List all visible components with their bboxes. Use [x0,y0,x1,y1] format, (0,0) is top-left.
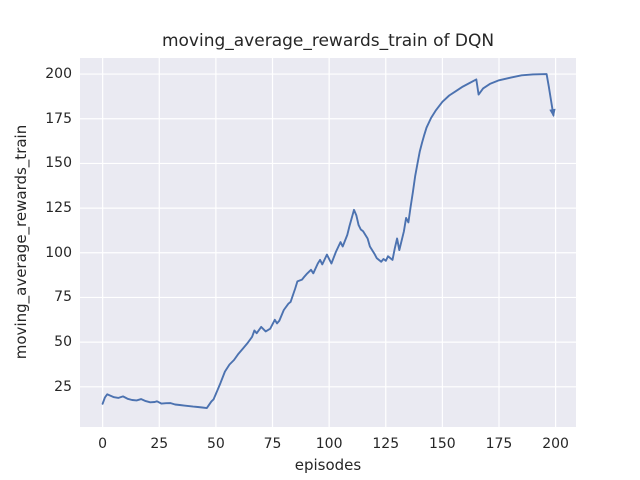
x-tick-label: 200 [542,436,569,452]
x-tick-label: 25 [150,436,169,452]
x-tick-label: 175 [485,436,513,452]
x-tick-label: 125 [372,436,400,452]
reward-line-series [101,73,555,410]
y-tick-label: 200 [45,66,72,83]
y-tick-label: 50 [54,334,72,351]
y-tick-label: 25 [54,378,72,395]
x-axis-label: episodes [294,456,362,474]
y-tick-label: 75 [54,289,72,306]
axes-background [80,58,576,427]
y-tick-label: 125 [45,200,72,217]
x-tick-label: 50 [206,436,225,452]
chart-title: moving_average_rewards_train of DQN [161,31,495,51]
x-tick-label: 100 [315,436,343,452]
y-tick-label: 150 [45,155,72,172]
x-tick-label: 0 [98,436,108,452]
x-tick-label: 75 [263,436,282,452]
line-end-arrow-icon [549,108,556,118]
x-tick-label: 150 [428,436,456,452]
y-tick-label: 100 [45,244,72,261]
y-tick-label: 175 [45,110,72,127]
